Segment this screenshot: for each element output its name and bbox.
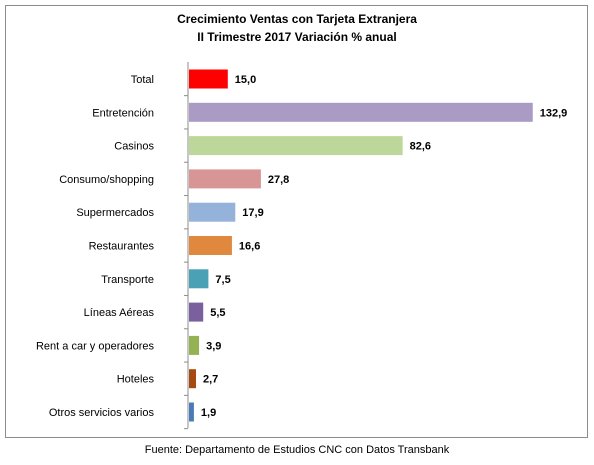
category-label: Hoteles: [117, 374, 155, 386]
bar: [189, 402, 194, 422]
data-label: 15,0: [235, 74, 256, 86]
source-note: Fuente: Departamento de Estudios CNC con…: [144, 444, 450, 456]
category-label: Entretención: [92, 107, 154, 119]
data-label: 132,9: [540, 107, 568, 119]
category-label: Total: [131, 74, 154, 86]
data-label: 82,6: [410, 141, 431, 153]
data-label: 2,7: [203, 374, 218, 386]
data-label: 27,8: [268, 174, 289, 186]
category-label: Otros servicios varios: [49, 407, 155, 419]
category-label: Líneas Aéreas: [84, 307, 155, 319]
bar: [189, 236, 232, 255]
bar: [189, 69, 228, 89]
bar: [189, 169, 261, 189]
category-label: Casinos: [114, 141, 154, 153]
data-label: 17,9: [242, 207, 263, 219]
bar: [189, 269, 209, 289]
bar: [189, 202, 236, 222]
bar: [189, 102, 533, 122]
chart-subtitle: II Trimestre 2017 Variación % anual: [197, 30, 397, 44]
bar: [189, 369, 196, 389]
data-label: 16,6: [239, 241, 260, 253]
category-label: Rent a car y operadores: [36, 340, 155, 352]
bar: [189, 136, 403, 156]
data-label: 7,5: [215, 274, 230, 286]
category-label: Supermercados: [76, 207, 154, 219]
category-label: Restaurantes: [89, 241, 155, 253]
category-label: Transporte: [101, 274, 154, 286]
category-label: Consumo/shopping: [59, 174, 154, 186]
bar: [189, 335, 200, 355]
data-label: 1,9: [201, 407, 216, 419]
data-label: 3,9: [206, 340, 221, 352]
chart-title: Crecimiento Ventas con Tarjeta Extranjer…: [177, 12, 417, 26]
bar: [189, 302, 204, 322]
chart-frame: [5, 5, 588, 438]
data-label: 5,5: [210, 307, 225, 319]
